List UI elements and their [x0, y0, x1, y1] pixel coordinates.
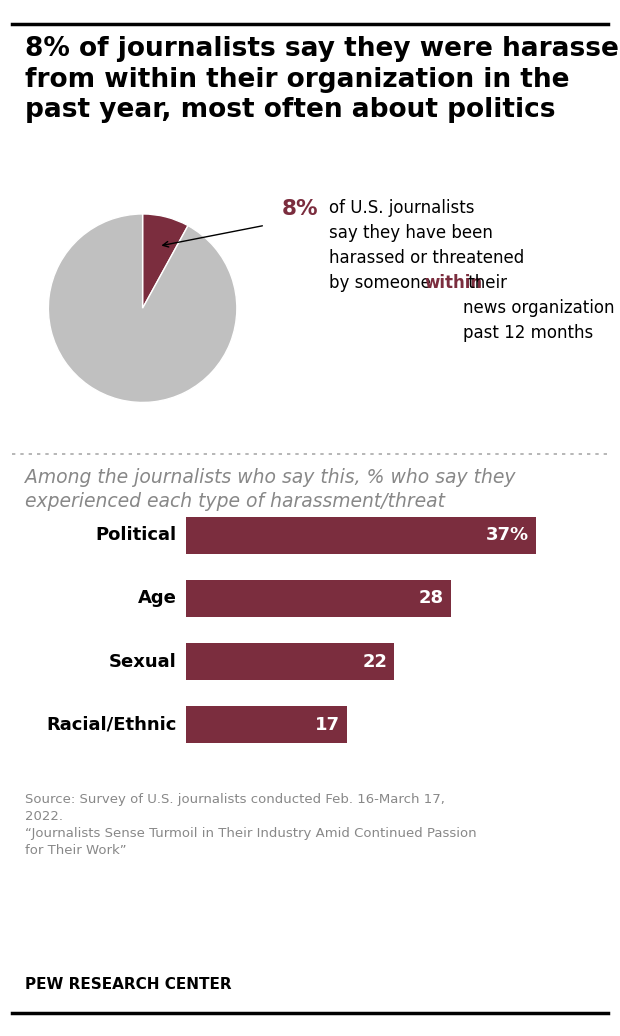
Text: within: within	[425, 274, 483, 292]
Wedge shape	[48, 214, 237, 402]
Text: Age: Age	[138, 589, 177, 607]
Text: 8% of journalists say they were harassed
from within their organization in the
p: 8% of journalists say they were harassed…	[25, 36, 620, 123]
Bar	[186, 643, 394, 680]
Bar	[186, 580, 451, 616]
Wedge shape	[143, 214, 188, 309]
Text: Political: Political	[95, 526, 177, 544]
Text: 28: 28	[418, 589, 444, 607]
Bar	[186, 707, 347, 743]
Text: Racial/Ethnic: Racial/Ethnic	[46, 716, 177, 733]
Text: their
news organization in the
past 12 months: their news organization in the past 12 m…	[463, 274, 620, 342]
Text: Among the journalists who say this, % who say they
experienced each type of hara: Among the journalists who say this, % wh…	[25, 468, 515, 511]
Text: PEW RESEARCH CENTER: PEW RESEARCH CENTER	[25, 978, 231, 992]
Text: by someone: by someone	[329, 274, 436, 292]
Text: Sexual: Sexual	[109, 653, 177, 670]
Bar	[186, 517, 536, 553]
Text: 22: 22	[362, 653, 388, 670]
Text: Source: Survey of U.S. journalists conducted Feb. 16-March 17,
2022.
“Journalist: Source: Survey of U.S. journalists condu…	[25, 793, 476, 857]
Text: 37%: 37%	[486, 526, 529, 544]
Text: of U.S. journalists
say they have been
harassed or threatened
by someone: of U.S. journalists say they have been h…	[329, 199, 524, 292]
Text: 8%: 8%	[282, 199, 319, 219]
Text: 17: 17	[315, 716, 340, 733]
